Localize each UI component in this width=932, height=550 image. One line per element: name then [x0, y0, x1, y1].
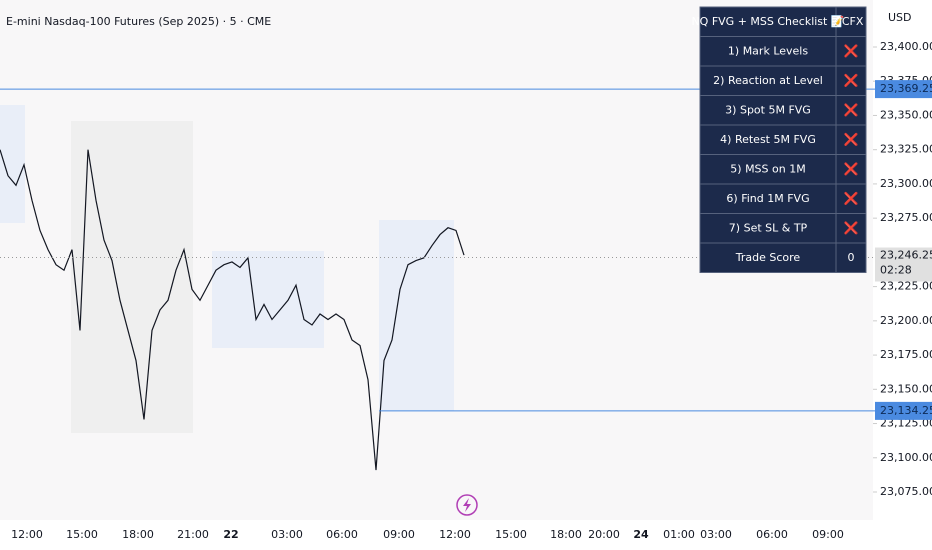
currency: USD	[888, 11, 912, 24]
table-cell	[835, 124, 867, 155]
y-tick-label: 23,400.00	[880, 40, 932, 53]
time-label: 22	[223, 528, 238, 541]
table-value: JCFX	[838, 15, 864, 28]
table-value: ❌	[844, 73, 859, 87]
table-cell	[835, 6, 867, 37]
y-tick-label: 23,075.00	[880, 485, 932, 498]
time-label: 12:00	[11, 528, 43, 541]
time-label: 09:00	[812, 528, 844, 541]
table-cell	[699, 6, 837, 37]
table-label: 3) Spot 5M FVG	[725, 103, 811, 116]
time-label: 12:00	[439, 528, 471, 541]
current-price-label: 23,246.25	[880, 249, 932, 262]
table-label: 7) Set SL & TP	[729, 221, 808, 234]
time-label: 09:00	[383, 528, 415, 541]
table-value: ❌	[844, 221, 859, 235]
level-tag	[875, 80, 932, 99]
table-label: 4) Retest 5M FVG	[720, 133, 816, 146]
table-cell	[699, 95, 837, 126]
level-tag-label: 23,134.25	[880, 404, 932, 417]
table-value: ❌	[844, 132, 859, 146]
time-label: 18:00	[122, 528, 154, 541]
time-label: 06:00	[756, 528, 788, 541]
table-label: 5) MSS on 1M	[730, 162, 805, 175]
table-value: 0	[848, 251, 855, 264]
current-price-tag	[875, 247, 932, 282]
table-label: 2) Reaction at Level	[713, 74, 823, 87]
symbol-title: E-mini Nasdaq-100 Futures (Sep 2025) · 5…	[6, 15, 271, 28]
y-tick-label: 23,150.00	[880, 382, 932, 395]
table-cell	[835, 183, 867, 214]
time-label: 21:00	[177, 528, 209, 541]
table-value: ❌	[844, 162, 859, 176]
y-tick-label: 23,100.00	[880, 451, 932, 464]
table-cell	[699, 154, 837, 185]
table-label: Trade Score	[735, 251, 801, 264]
time-label: 15:00	[66, 528, 98, 541]
table-cell	[699, 65, 837, 96]
table-cell	[699, 36, 837, 67]
table-value: ❌	[844, 191, 859, 205]
table-cell	[699, 242, 837, 273]
countdown: 02:28	[880, 264, 912, 277]
table-cell	[835, 154, 867, 185]
table-value: ❌	[844, 44, 859, 58]
table-label: NQ FVG + MSS Checklist 📝	[691, 15, 844, 28]
y-tick-label: 23,275.00	[880, 211, 932, 224]
time-label: 06:00	[326, 528, 358, 541]
event-icon[interactable]	[456, 494, 478, 516]
y-tick-label: 23,200.00	[880, 314, 932, 327]
event-icon-bolt	[463, 498, 471, 512]
price-line	[0, 149, 465, 471]
table-label: 1) Mark Levels	[728, 44, 808, 57]
table-label: 6) Find 1M FVG	[726, 192, 809, 205]
level-tag-label: 23,369.25	[880, 82, 932, 95]
table-value: ❌	[844, 103, 859, 117]
table-cell	[835, 95, 867, 126]
y-tick-label: 23,175.00	[880, 348, 932, 361]
time-label: 20:00	[588, 528, 620, 541]
y-tick-label: 23,225.00	[880, 280, 932, 293]
y-tick-label: 23,300.00	[880, 177, 932, 190]
zone	[379, 220, 454, 411]
table-cell	[835, 36, 867, 67]
time-label: 18:00	[550, 528, 582, 541]
table-cell	[835, 242, 867, 273]
zone	[0, 105, 25, 223]
time-label: 03:00	[700, 528, 732, 541]
level-tag	[875, 401, 932, 420]
time-label: 15:00	[495, 528, 527, 541]
zone	[212, 251, 324, 348]
time-label: 03:00	[271, 528, 303, 541]
time-label: 01:00	[663, 528, 695, 541]
table-cell	[835, 65, 867, 96]
table-cell	[699, 183, 837, 214]
y-tick-label: 23,350.00	[880, 108, 932, 121]
time-label: 24	[633, 528, 649, 541]
time-axis-bg	[0, 520, 932, 550]
y-tick-label: 23,325.00	[880, 143, 932, 156]
table-cell	[699, 124, 837, 155]
